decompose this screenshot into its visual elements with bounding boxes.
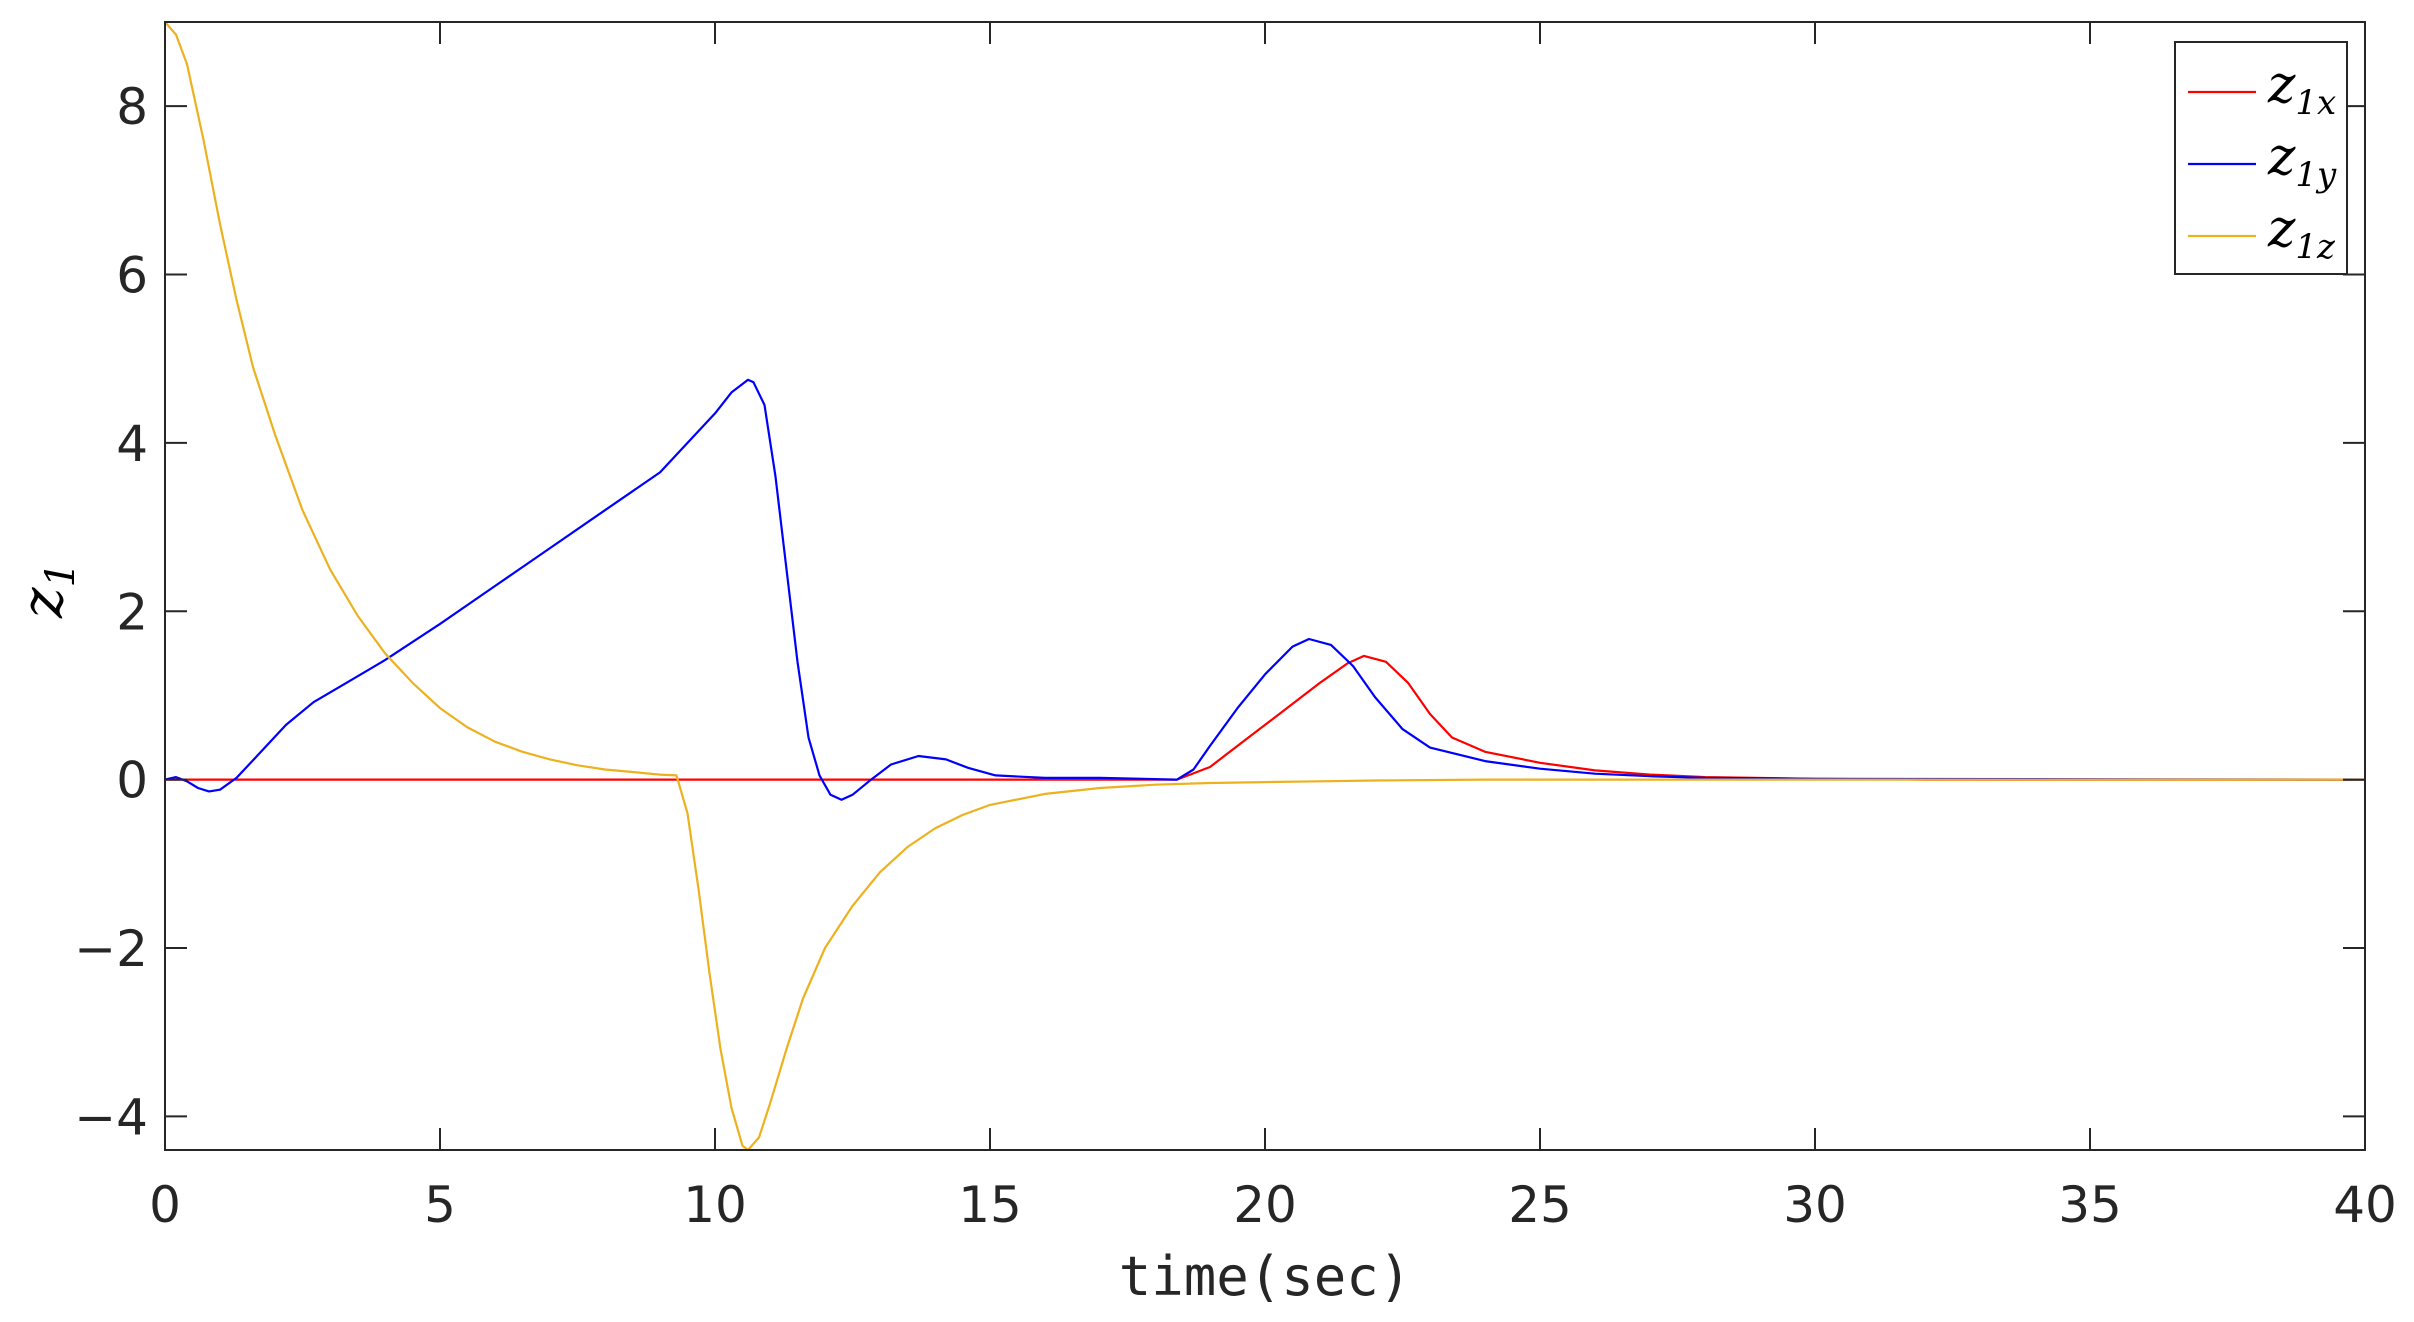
x-tick-label: 25: [1508, 1176, 1572, 1234]
y-tick-label: −4: [74, 1088, 148, 1146]
x-tick-label: 10: [683, 1176, 747, 1234]
series-layer: [164, 21, 2366, 1152]
legend-label-z-1y: z1y: [2267, 127, 2337, 195]
y-axis-title: z1: [8, 562, 84, 619]
y-tick-label: 8: [116, 78, 148, 136]
legend-label-z-1x: z1x: [2267, 55, 2336, 123]
x-tick-label: 5: [424, 1176, 456, 1234]
x-tick-label: 0: [149, 1176, 181, 1234]
y-tick-label: 4: [116, 415, 148, 473]
x-axis-title: time(sec): [1119, 1245, 1412, 1308]
series-line-z-1z: [164, 21, 2365, 1152]
y-tick-label: −2: [74, 920, 148, 978]
y-tick-label: 2: [116, 583, 148, 641]
y-axis-ticks: −4 −2 0 2 4 6 8: [74, 78, 2365, 1146]
x-tick-label: 30: [1783, 1176, 1847, 1234]
plot-background: [165, 22, 2365, 1150]
x-tick-label: 35: [2058, 1176, 2122, 1234]
legend-label-z-1z: z1z: [2267, 199, 2336, 267]
x-tick-label: 20: [1233, 1176, 1297, 1234]
x-tick-label: 15: [958, 1176, 1022, 1234]
x-tick-label: 40: [2333, 1176, 2397, 1234]
x-axis-ticks: 0 5 10 15 20 25 30 35 40: [149, 22, 2397, 1234]
y-tick-label: 6: [116, 247, 148, 305]
y-tick-label: 0: [116, 752, 148, 810]
series-line-z-1y: [164, 378, 2366, 801]
